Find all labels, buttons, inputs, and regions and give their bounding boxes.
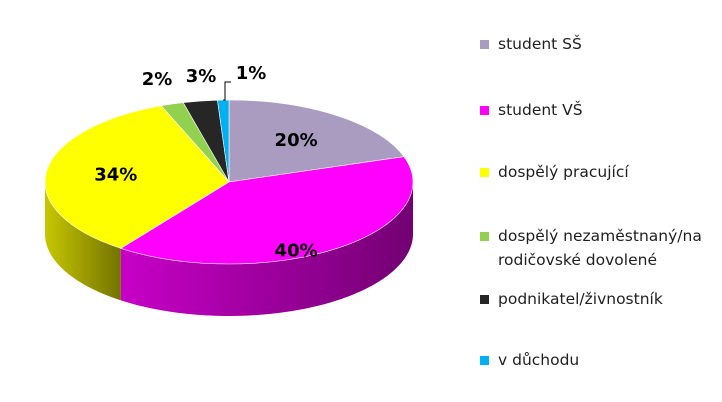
legend-swatch (480, 106, 489, 115)
legend-label: v důchodu (498, 351, 580, 369)
legend-label: dospělý pracující (498, 163, 629, 181)
pie-side-2 (45, 182, 121, 301)
legend-item-student-vs: student VŠ (476, 98, 583, 122)
slice-label-5: 1% (236, 63, 267, 84)
legend-label: podnikatel/živnostník (498, 290, 663, 308)
slice-label-3: 2% (142, 69, 173, 90)
pie-slice-0 (228, 99, 405, 183)
legend-label: student VŠ (498, 101, 583, 119)
pie-depth (45, 182, 413, 316)
pie-labels: 20% 40% 34% 2% 3% 1% (94, 63, 317, 262)
slice-label-1: 40% (275, 241, 318, 262)
legend-item-student-ss: student SŠ (476, 32, 582, 56)
slice-label-2: 34% (94, 165, 137, 186)
slice-label-0: 20% (275, 130, 318, 151)
pie-slice-1 (120, 156, 414, 265)
legend-swatch (480, 295, 489, 304)
legend-item-dospely-pracujici: dospělý pracující (476, 160, 629, 184)
legend-item-dospely-nezamestnany: dospělý nezaměstnaný/na rodičovské dovol… (476, 224, 720, 272)
legend-label: student SŠ (498, 35, 582, 53)
pie-top (44, 99, 414, 265)
pie-side-1 (120, 182, 413, 316)
legend-swatch (480, 232, 489, 241)
legend-label: dospělý nezaměstnaný/na rodičovské dovol… (498, 227, 702, 269)
leader-line (223, 81, 231, 101)
legend-item-podnikatel: podnikatel/živnostník (476, 287, 663, 311)
legend-swatch (480, 168, 489, 177)
slice-label-4: 3% (186, 66, 217, 87)
pie-slice-2 (44, 105, 230, 249)
legend-swatch (480, 40, 489, 49)
legend-swatch (480, 356, 489, 365)
legend-item-v-duchodu: v důchodu (476, 348, 579, 372)
